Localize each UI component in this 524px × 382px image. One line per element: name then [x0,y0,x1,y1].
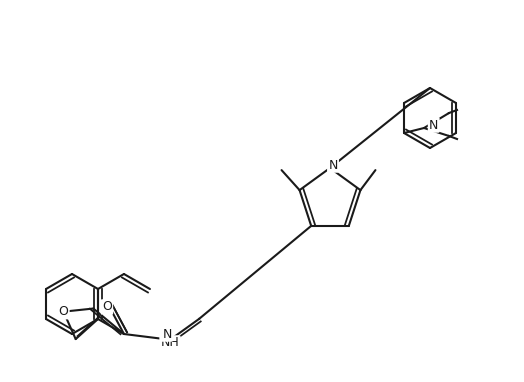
Text: N: N [429,118,439,131]
Text: O: O [102,301,112,314]
Text: NH: NH [160,337,179,350]
Text: N: N [162,327,172,340]
Text: N: N [329,159,337,172]
Text: O: O [59,305,69,318]
